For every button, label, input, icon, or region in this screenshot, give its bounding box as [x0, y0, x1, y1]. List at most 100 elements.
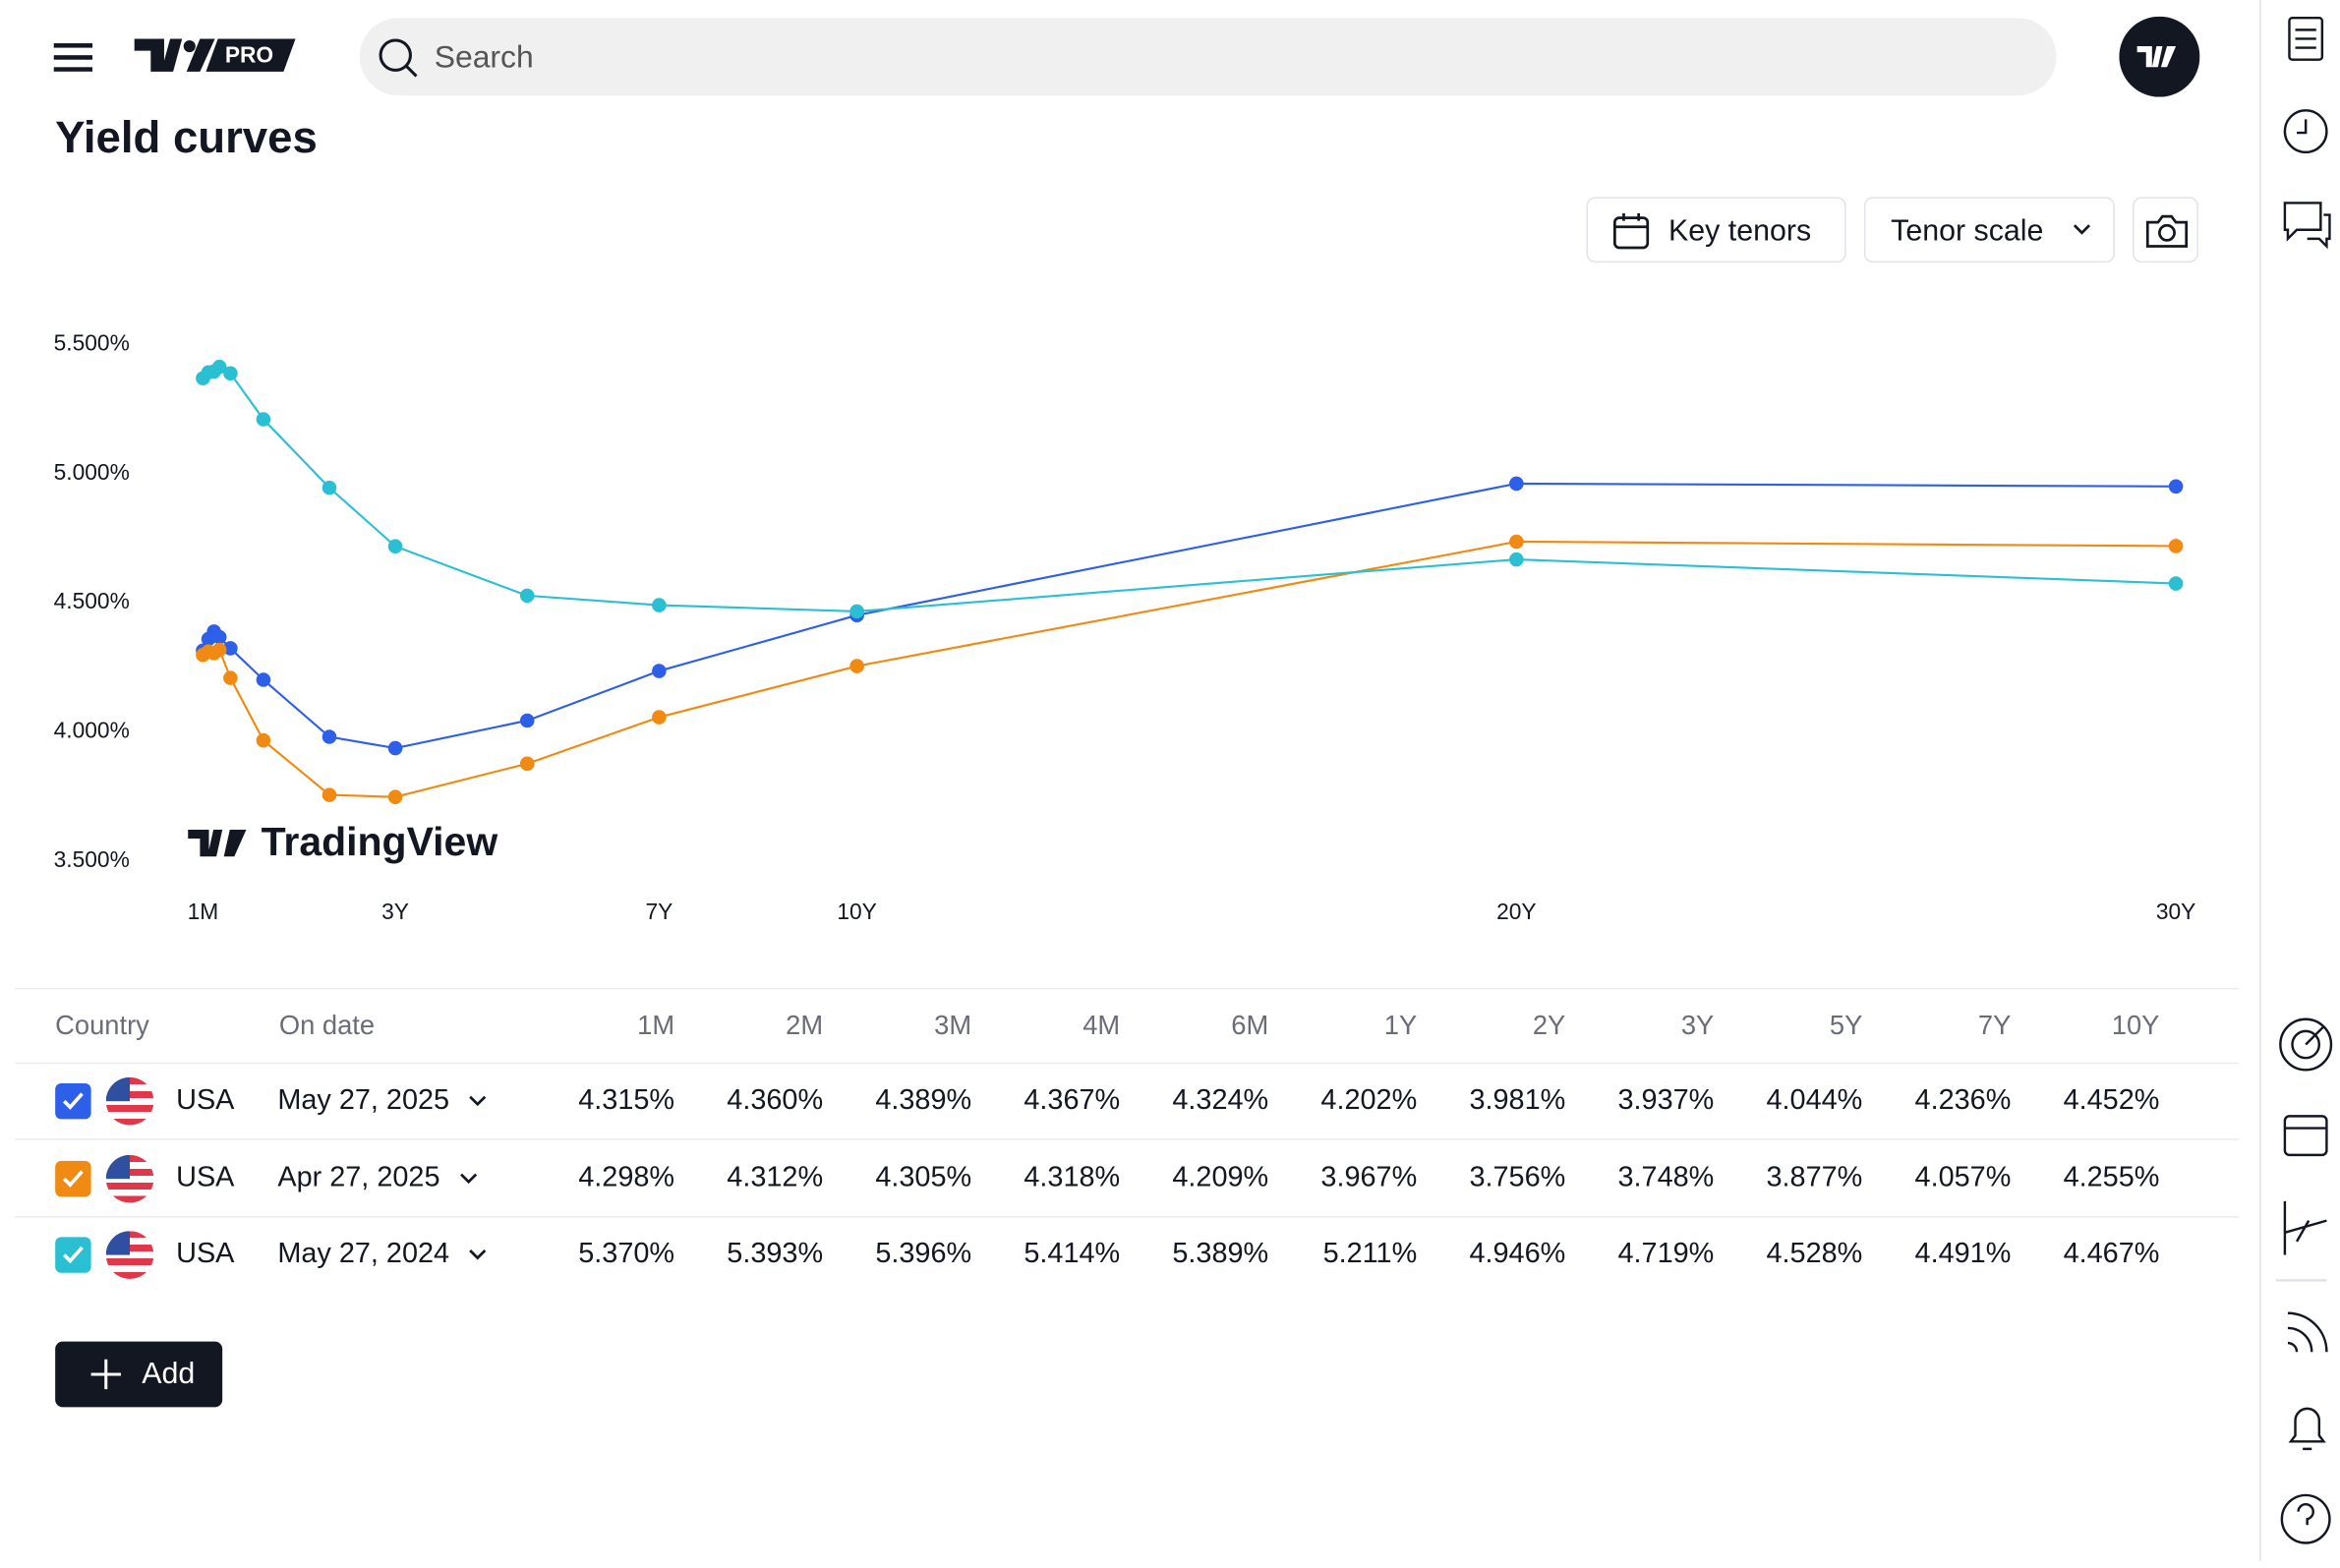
tenor-scale-dropdown[interactable]: Tenor scale	[1863, 197, 2115, 263]
yield-cell: 4.946%	[1469, 1238, 1566, 1270]
data-point	[211, 642, 227, 658]
help-icon[interactable]	[2280, 1493, 2331, 1544]
watermark-text: TradingView	[262, 819, 498, 864]
yield-cell: 3.756%	[1469, 1162, 1566, 1194]
notifications-icon[interactable]	[2288, 1407, 2326, 1451]
right-sidebar	[2259, 0, 2340, 1561]
checkbox[interactable]	[55, 1082, 91, 1120]
chevron	[469, 1095, 487, 1107]
yield-cell: 5.211%	[1322, 1238, 1418, 1270]
yield-cell: 5.393%	[727, 1238, 824, 1270]
column-header: 6M	[1231, 1010, 1269, 1040]
yield-chart: TradingView 3.500% 4.000% 4.500% 5.000% 5.50…	[54, 330, 2196, 924]
data-point	[519, 713, 535, 728]
x-tick-label: 1M	[188, 899, 219, 924]
watchlist-icon[interactable]	[2288, 17, 2324, 61]
date-picker[interactable]: May 27, 2024	[277, 1239, 488, 1271]
y-tick-label: 5.500%	[54, 330, 130, 356]
yield-cell: 4.209%	[1172, 1162, 1269, 1194]
check-mark	[62, 1092, 84, 1110]
logo[interactable]: PRO	[134, 35, 299, 78]
country: USA	[176, 1238, 235, 1270]
yield-cell: 4.312%	[727, 1162, 824, 1194]
yield-cell: 4.324%	[1172, 1084, 1269, 1117]
country: USA	[176, 1084, 235, 1117]
checkbox[interactable]	[55, 1237, 91, 1273]
data-point	[211, 359, 227, 375]
yield-cell: 4.360%	[727, 1084, 824, 1117]
data-point	[256, 412, 271, 427]
data-point	[1509, 476, 1524, 492]
column-header: 2M	[786, 1010, 824, 1040]
add-button[interactable]: Add	[55, 1341, 223, 1408]
yield-cell: 4.255%	[2063, 1162, 2160, 1194]
x-tick-label: 3Y	[381, 899, 409, 924]
watermark: TradingView	[188, 819, 497, 864]
data-point	[211, 629, 227, 645]
key-tenors-label: Key tenors	[1668, 214, 1812, 248]
search-placeholder: Search	[434, 39, 534, 75]
chat-icon[interactable]	[2283, 202, 2331, 250]
yield-cell: 3.937%	[1617, 1084, 1715, 1117]
y-tick-label: 5.000%	[54, 459, 130, 485]
data-point	[2168, 539, 2184, 553]
y-tick-label: 4.000%	[54, 718, 130, 743]
menu-button[interactable]	[53, 42, 93, 72]
data-point	[322, 787, 337, 802]
yield-cell: 4.298%	[578, 1162, 675, 1194]
yield-table: Country On date 1M 2M 3M 4M 6M 1Y 2Y 3Y 5Y 7Y 10Y USA…	[15, 987, 2239, 1279]
column-header: 2Y	[1532, 1010, 1566, 1040]
flag-canton	[105, 1154, 131, 1180]
key-tenors-button[interactable]: Key tenors	[1586, 197, 1846, 263]
tenor-scale-label: Tenor scale	[1891, 214, 2044, 248]
yield-cell: 3.748%	[1617, 1162, 1715, 1194]
data-point	[849, 604, 864, 619]
checkbox[interactable]	[55, 1160, 91, 1197]
ideas-icon[interactable]	[2283, 1200, 2327, 1255]
data-point	[322, 729, 337, 744]
data-point	[387, 539, 403, 554]
data-point	[387, 789, 403, 804]
calendar-icon	[1613, 213, 1650, 250]
yield-cell: 5.414%	[1024, 1238, 1121, 1270]
flag-canton	[105, 1231, 131, 1255]
y-tick-label: 4.500%	[54, 588, 130, 613]
column-header: 10Y	[2111, 1010, 2160, 1040]
date-picker[interactable]: May 27, 2025	[277, 1085, 488, 1118]
data-point	[1509, 534, 1524, 550]
stream-icon[interactable]	[2287, 1311, 2328, 1353]
x-tick-label: 10Y	[837, 899, 876, 924]
y-tick-label: 3.500%	[54, 846, 130, 872]
chevron	[2073, 224, 2091, 235]
yield-cell: 4.057%	[1914, 1162, 2012, 1194]
logo-badge: PRO	[225, 42, 273, 68]
yield-cell: 3.981%	[1469, 1084, 1566, 1117]
check-mark	[62, 1246, 84, 1264]
column-header: 1Y	[1383, 1010, 1418, 1040]
data-point	[256, 672, 271, 687]
tech-icon[interactable]	[2279, 1017, 2333, 1072]
calendar-icon[interactable]	[2283, 1115, 2328, 1157]
column-header: 3Y	[1680, 1010, 1715, 1040]
yield-cell: 4.389%	[875, 1084, 972, 1117]
yield-cell: 5.370%	[578, 1238, 675, 1270]
search-bar[interactable]: Search	[359, 18, 2057, 96]
alerts-icon[interactable]	[2283, 109, 2328, 154]
plus-icon	[90, 1359, 121, 1390]
date-picker[interactable]: Apr 27, 2025	[277, 1162, 479, 1194]
chevron	[459, 1173, 477, 1185]
yield-cell: 3.967%	[1320, 1162, 1418, 1194]
camera-icon	[2145, 214, 2189, 248]
row-separator	[15, 1216, 2239, 1218]
data-point	[519, 756, 535, 772]
data-point	[519, 588, 535, 604]
avatar[interactable]	[2119, 16, 2200, 97]
data-point	[1509, 552, 1524, 567]
page-title: Yield curves	[55, 113, 318, 163]
row-separator	[15, 1138, 2239, 1140]
snapshot-button[interactable]	[2133, 197, 2198, 263]
flag	[105, 1231, 154, 1279]
yield-cell: 4.719%	[1617, 1238, 1715, 1270]
yield-cell: 4.367%	[1024, 1084, 1121, 1117]
